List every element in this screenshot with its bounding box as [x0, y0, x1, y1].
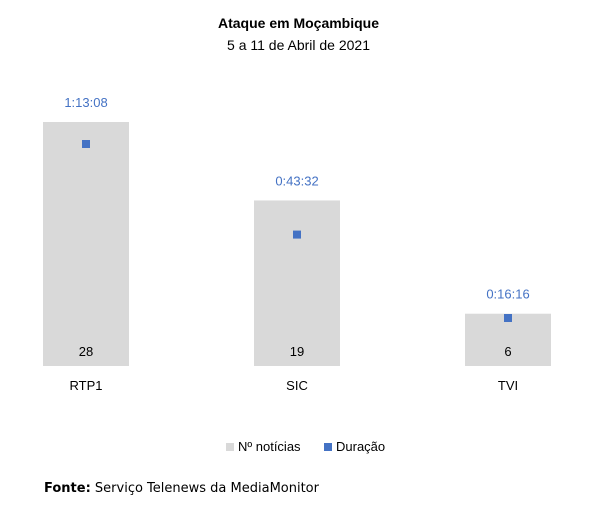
- point: [504, 314, 512, 322]
- bar-data-label: 28: [79, 344, 93, 359]
- bar: [43, 122, 129, 366]
- x-tick-label: RTP1: [70, 378, 103, 393]
- chart-subtitle: 5 a 11 de Abril de 2021: [227, 37, 370, 53]
- chart-title: Ataque em Moçambique: [217, 15, 380, 31]
- plot-area: 28 1:13:08 RTP1 19 0:43:32 SIC 6 0:16:16 TVI Nº n…: [43, 95, 551, 454]
- x-tick-label: TVI: [498, 378, 518, 393]
- source-label: Fonte:: [44, 481, 91, 496]
- x-tick-label: SIC: [286, 378, 308, 393]
- legend-swatch: [226, 443, 234, 451]
- source-text: Serviço Telenews da MediaMonitor: [94, 481, 319, 496]
- bar-data-label: 19: [290, 344, 304, 359]
- source-note: Fonte: Serviço Telenews da MediaMonitor: [44, 481, 319, 496]
- bar: [465, 313, 551, 366]
- point: [293, 230, 301, 239]
- point: [82, 140, 90, 148]
- point-data-label: 0:43:32: [275, 173, 318, 188]
- bar-data-label: 6: [504, 344, 511, 359]
- legend-swatch: [324, 443, 332, 451]
- legend-label: Nº notícias: [238, 439, 301, 454]
- point-data-label: 1:13:08: [64, 95, 107, 110]
- point-data-label: 0:16:16: [486, 287, 529, 302]
- legend-label: Duração: [336, 439, 385, 454]
- bar: [254, 200, 340, 366]
